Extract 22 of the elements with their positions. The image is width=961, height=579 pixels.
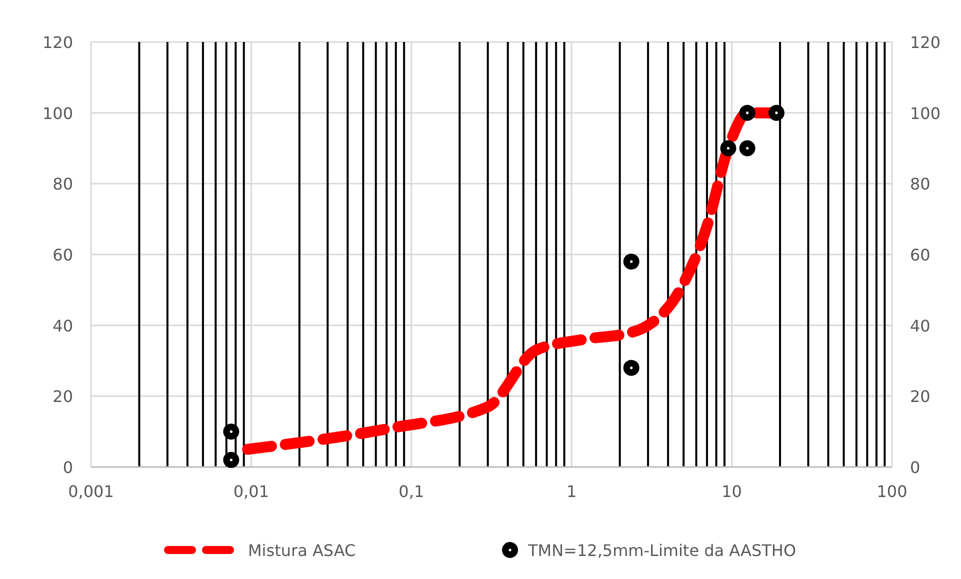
legend-label: Mistura ASAC	[248, 541, 356, 560]
y-tick-label: 0	[62, 458, 73, 477]
y-tick-label: 120	[42, 33, 73, 52]
y-tick-label: 40	[52, 316, 73, 336]
x-tick-label: 0,01	[233, 482, 270, 501]
x-tick-label: 10	[722, 482, 742, 501]
y-tick-label: 60	[52, 246, 73, 264]
legend-label: TMN=12,5mm-Limite da AASTHO	[527, 541, 796, 560]
y2-tick-label: 80	[910, 174, 930, 194]
y2-tick-label: 20	[910, 387, 930, 406]
y2-tick-label: 40	[910, 316, 930, 336]
x-tick-label: 100	[876, 482, 908, 501]
x-tick-label: 0,001	[68, 482, 114, 501]
y-tick-label: 80	[52, 174, 73, 194]
y-tick-label: 20	[52, 387, 73, 406]
y-tick-label: 100	[42, 104, 73, 123]
y2-tick-label: 100	[910, 104, 941, 123]
x-tick-label: 1	[566, 482, 577, 501]
y2-tick-label: 0	[910, 458, 920, 477]
y2-tick-label: 120	[910, 33, 941, 52]
y2-tick-label: 60	[910, 246, 930, 264]
x-tick-label: 0,1	[398, 482, 424, 501]
